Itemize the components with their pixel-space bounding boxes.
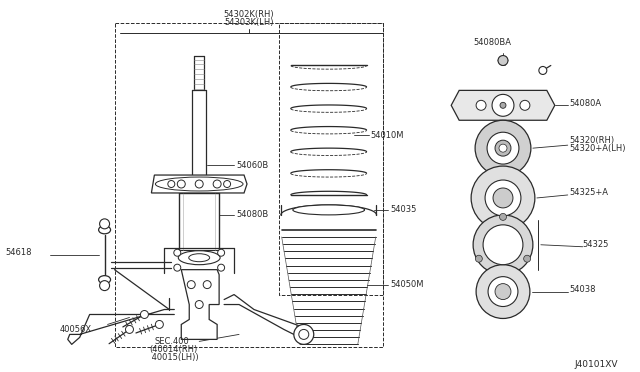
Circle shape	[500, 102, 506, 108]
Circle shape	[483, 225, 523, 265]
Circle shape	[174, 264, 180, 271]
Circle shape	[495, 140, 511, 156]
Text: 54080A: 54080A	[570, 99, 602, 108]
Text: 54050M: 54050M	[390, 280, 424, 289]
Text: (40014(RH): (40014(RH)	[149, 345, 198, 354]
Circle shape	[168, 180, 175, 187]
Circle shape	[195, 301, 203, 308]
Circle shape	[125, 326, 134, 333]
Polygon shape	[152, 175, 247, 193]
Text: SEC.400: SEC.400	[154, 337, 189, 346]
Text: 54035: 54035	[390, 205, 417, 214]
Text: 54303K(LH): 54303K(LH)	[224, 18, 274, 27]
Circle shape	[223, 180, 230, 187]
Circle shape	[140, 311, 148, 318]
Polygon shape	[451, 90, 555, 120]
Circle shape	[299, 330, 308, 339]
Circle shape	[476, 265, 530, 318]
Circle shape	[476, 100, 486, 110]
Text: 54320(RH): 54320(RH)	[570, 136, 615, 145]
Text: 54320+A(LH): 54320+A(LH)	[570, 144, 626, 153]
Circle shape	[218, 264, 225, 271]
Text: 54010M: 54010M	[371, 131, 404, 140]
Circle shape	[488, 277, 518, 307]
Circle shape	[520, 100, 530, 110]
Circle shape	[203, 280, 211, 289]
Text: 54325: 54325	[582, 240, 609, 249]
Circle shape	[475, 120, 531, 176]
Text: 54618: 54618	[5, 248, 31, 257]
Circle shape	[539, 67, 547, 74]
Circle shape	[174, 249, 180, 256]
Circle shape	[294, 324, 314, 344]
Circle shape	[473, 215, 533, 275]
Ellipse shape	[179, 251, 220, 265]
Circle shape	[195, 180, 203, 188]
Circle shape	[499, 144, 507, 152]
Polygon shape	[181, 270, 219, 339]
Ellipse shape	[189, 254, 210, 262]
Text: 40056X: 40056X	[60, 325, 92, 334]
Ellipse shape	[293, 205, 365, 215]
Circle shape	[499, 214, 506, 220]
Text: 54080B: 54080B	[236, 211, 268, 219]
Circle shape	[485, 180, 521, 216]
Ellipse shape	[99, 276, 111, 283]
Text: 54060B: 54060B	[236, 161, 268, 170]
Circle shape	[487, 132, 519, 164]
Circle shape	[492, 94, 514, 116]
Text: 54080BA: 54080BA	[473, 38, 511, 47]
Circle shape	[218, 249, 225, 256]
Ellipse shape	[99, 226, 111, 234]
Text: 54302K(RH): 54302K(RH)	[224, 10, 275, 19]
Text: 54325+A: 54325+A	[570, 189, 609, 198]
Circle shape	[498, 100, 508, 110]
Circle shape	[476, 255, 483, 262]
Circle shape	[493, 188, 513, 208]
Circle shape	[177, 180, 185, 188]
Circle shape	[498, 55, 508, 65]
Circle shape	[100, 280, 109, 291]
Circle shape	[156, 320, 163, 328]
Circle shape	[471, 166, 535, 230]
Text: 54038: 54038	[570, 285, 596, 294]
Text: J40101XV: J40101XV	[574, 360, 618, 369]
Circle shape	[495, 283, 511, 299]
Circle shape	[524, 255, 531, 262]
Text: 40015(LH)): 40015(LH))	[149, 353, 199, 362]
Circle shape	[213, 180, 221, 188]
Circle shape	[100, 219, 109, 229]
Circle shape	[188, 280, 195, 289]
